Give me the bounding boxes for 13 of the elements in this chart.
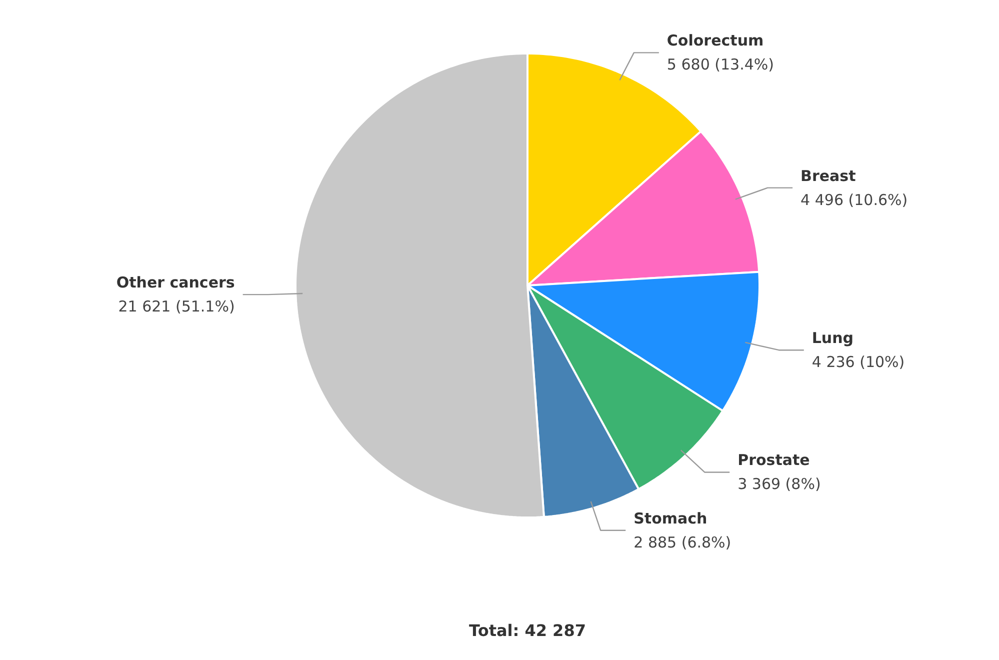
slice-label: Breast — [800, 166, 856, 185]
data-label: 21 621 (51.1%) — [118, 298, 235, 316]
slice-label: Prostate — [738, 451, 810, 470]
slice-label: Stomach — [634, 509, 708, 528]
data-label: 4 236 (10%) — [812, 353, 905, 372]
slice-label: Colorectum — [666, 32, 764, 50]
data-label: 2 885 (6.8%) — [634, 533, 732, 552]
slice-label: Lung — [812, 329, 854, 348]
data-label: 5 680 (13.4%) — [666, 56, 774, 74]
data-label: 4 496 (10.6%) — [800, 190, 908, 209]
data-label: 3 369 (8%) — [738, 475, 821, 494]
text: Total: 42 287 — [469, 621, 586, 640]
slice-label: Other cancers — [116, 274, 235, 292]
